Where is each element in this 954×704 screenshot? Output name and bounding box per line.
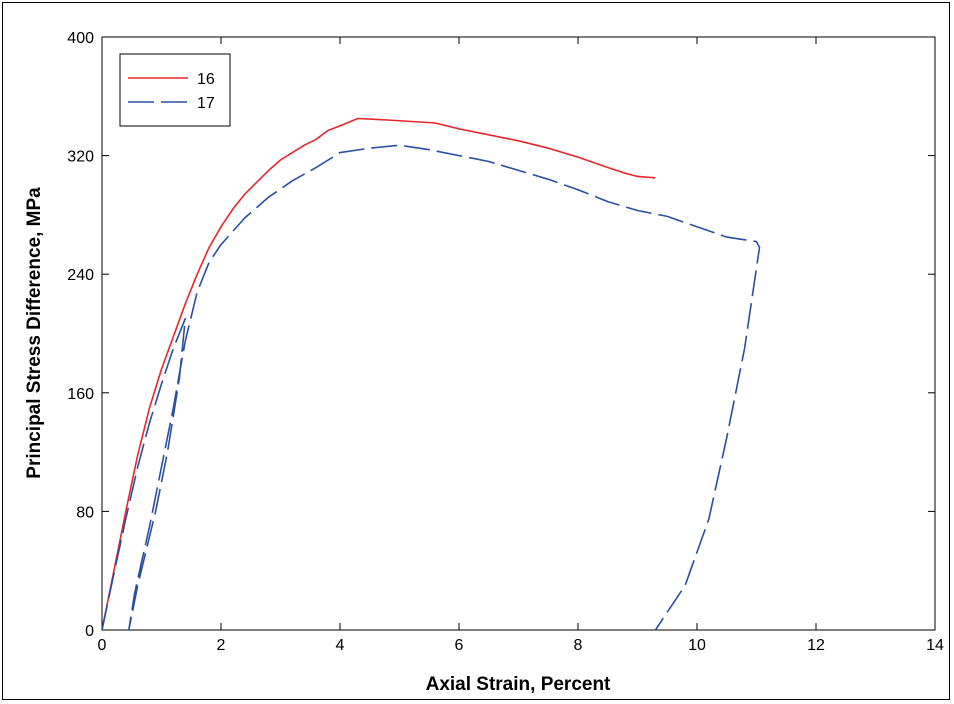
x-tick-label: 4 [336,637,345,654]
series-line-16 [101,117,656,631]
series-line-17 [101,144,761,631]
x-tick-label: 6 [455,637,464,654]
y-tick-label: 160 [67,386,94,403]
y-tick-label: 400 [67,30,94,47]
y-tick-label: 0 [85,623,94,640]
legend-label-17: 17 [197,95,215,112]
x-tick-label: 0 [98,637,107,654]
legend-label-16: 16 [197,71,215,88]
x-tick-label: 14 [926,637,944,654]
y-tick-label: 80 [76,504,94,521]
x-tick-label: 10 [688,637,706,654]
x-tick-label: 2 [217,637,226,654]
y-tick-label: 320 [67,149,94,166]
plot-area [101,36,936,631]
y-tick-label: 240 [67,267,94,284]
legend: 16 17 [119,53,231,127]
x-tick-label: 12 [807,637,825,654]
y-axis-title: Principal Stress Difference, MPa [24,187,45,479]
x-tick-label: 8 [574,637,583,654]
legend-box [119,53,231,127]
x-axis-title: Axial Strain, Percent [426,674,611,695]
